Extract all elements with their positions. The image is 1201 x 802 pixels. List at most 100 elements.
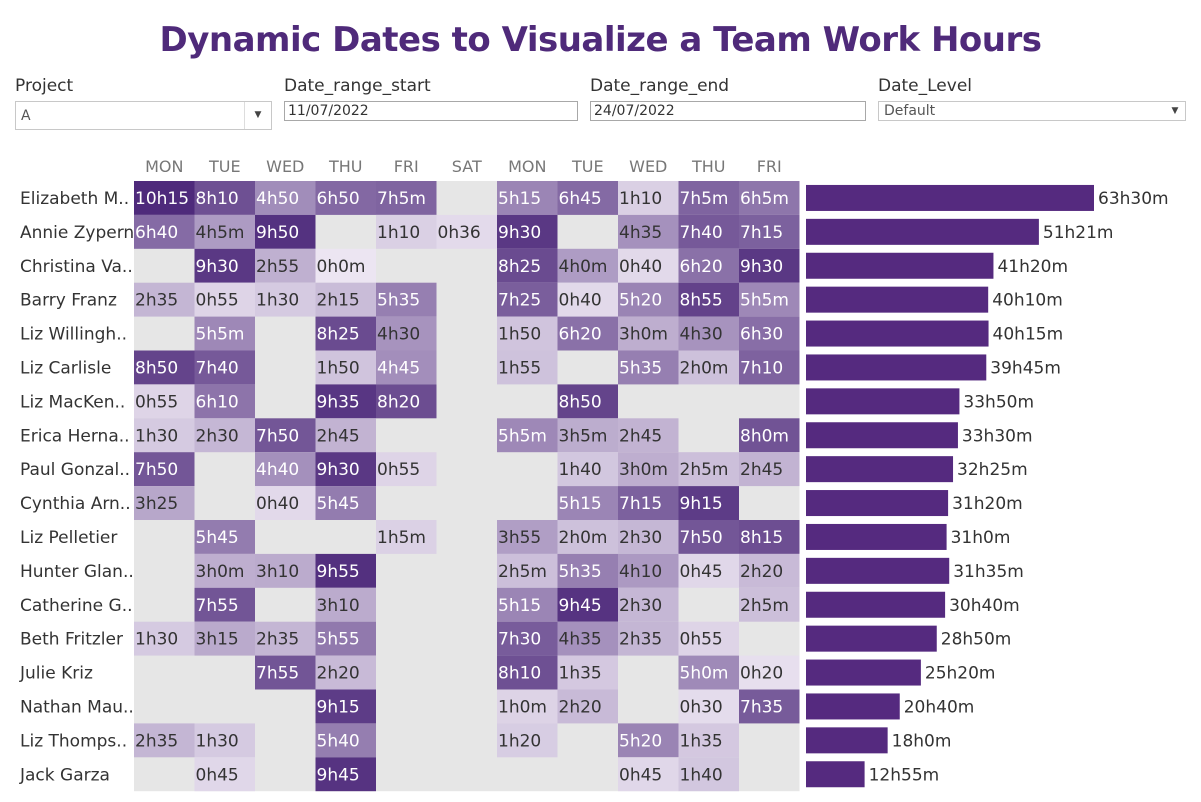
project-dropdown[interactable]: A ▼: [15, 101, 272, 130]
cell-value-label: 9h30: [196, 257, 239, 277]
cell-value-label: 8h10: [498, 664, 541, 684]
heatmap-cell: [194, 520, 255, 554]
heatmap-cell: [678, 621, 739, 656]
heatmap-cell: [255, 486, 316, 520]
date-level-dropdown[interactable]: Default ▼: [878, 101, 1186, 121]
heatmap-cell: [194, 621, 255, 656]
cell-value-label: 7h35: [740, 697, 783, 717]
date-level-label: Date_Level: [878, 76, 973, 96]
heatmap-cell: [739, 350, 800, 385]
date-level-filter: Date_Level Default ▼: [878, 76, 1186, 121]
cell-value-label: 7h25: [498, 291, 541, 311]
cell-value-label: 1h0m: [498, 697, 547, 717]
heatmap-cell: [315, 486, 376, 520]
heatmap-cell: [739, 181, 800, 215]
heatmap-cell: [557, 553, 618, 588]
cell-value-label: 7h55: [256, 664, 299, 684]
cell-value-label: 0h45: [196, 765, 239, 785]
cell-value-label: 9h30: [498, 223, 541, 243]
total-hours-bar: [806, 761, 865, 788]
cell-value-label: 1h5m: [377, 528, 426, 548]
row-label: Julie Kriz: [19, 664, 93, 684]
total-hours-bar: [806, 320, 989, 347]
cell-value-label: 8h25: [317, 325, 360, 345]
heatmap-cell: [497, 689, 558, 724]
cell-value-label: 4h5m: [196, 223, 245, 243]
cell-value-label: 6h10: [196, 392, 239, 412]
heatmap-cell: [618, 587, 679, 622]
heatmap-cell: [315, 384, 376, 419]
cell-value-label: 0h20: [740, 664, 783, 684]
heatmap-cell: [315, 452, 376, 487]
cell-value-label: 8h10: [196, 189, 239, 209]
cell-value-label: 1h30: [135, 426, 178, 446]
cell-value-label: 2h45: [740, 460, 783, 480]
cell-value-label: 8h50: [559, 392, 602, 412]
heatmap-cell: [739, 520, 800, 554]
total-hours-label: 51h21m: [1043, 223, 1114, 243]
heatmap-cell: [739, 214, 800, 249]
heatmap-cell: [376, 384, 437, 419]
cell-value-label: 4h45: [377, 358, 420, 378]
heatmap-cell: [497, 621, 558, 656]
cell-value-label: 1h50: [317, 358, 360, 378]
heatmap-cell: [678, 689, 739, 724]
row-label: Liz Carlisle: [20, 358, 111, 378]
heatmap-cell: [255, 418, 316, 453]
total-hours-label: 33h50m: [963, 392, 1034, 412]
heatmap-cell: [678, 655, 739, 690]
cell-value-label: 2h20: [317, 664, 360, 684]
cell-value-label: 5h45: [317, 494, 360, 514]
cell-value-label: 2h55: [256, 257, 299, 277]
cell-value-label: 0h30: [680, 697, 723, 717]
column-header: WED: [266, 157, 304, 176]
heatmap-cell: [315, 282, 376, 317]
cell-value-label: 1h30: [135, 630, 178, 650]
row-label: Jack Garza: [19, 765, 110, 785]
heatmap-cell: [315, 757, 376, 792]
heatmap-cell: [739, 282, 800, 317]
heatmap-cell: [134, 621, 195, 656]
cell-value-label: 2h45: [619, 426, 662, 446]
cell-value-label: 4h0m: [559, 257, 608, 277]
cell-value-label: 7h40: [680, 223, 723, 243]
heatmap-cell: [618, 621, 679, 656]
cell-value-label: 2h20: [559, 697, 602, 717]
heatmap-cell: [194, 316, 255, 351]
heatmap-cell: [194, 248, 255, 283]
cell-value-label: 8h15: [740, 528, 783, 548]
cell-value-label: 1h55: [498, 358, 541, 378]
cell-value-label: 4h30: [377, 325, 420, 345]
total-hours-bar: [806, 184, 1094, 211]
date-range-start-input[interactable]: 11/07/2022: [284, 101, 578, 121]
heatmap-cell: [557, 181, 618, 215]
cell-value-label: 4h30: [680, 325, 723, 345]
heatmap-cell: [678, 486, 739, 520]
heatmap-cell: [497, 282, 558, 317]
chevron-down-icon[interactable]: ▼: [1171, 106, 1179, 116]
heatmap-cell: [557, 655, 618, 690]
heatmap-cell: [376, 214, 437, 249]
cell-value-label: 5h20: [619, 291, 662, 311]
total-hours-bar: [806, 659, 921, 686]
project-filter-label: Project: [15, 76, 74, 96]
chevron-down-icon[interactable]: ▼: [244, 102, 271, 129]
cell-value-label: 5h35: [559, 562, 602, 582]
cell-value-label: 9h55: [317, 562, 360, 582]
date-range-end-input[interactable]: 24/07/2022: [590, 101, 866, 121]
heatmap-cell: [134, 214, 195, 249]
cell-value-label: 9h15: [680, 494, 723, 514]
cell-value-label: 3h25: [135, 494, 178, 514]
heatmap-cell: [315, 181, 376, 215]
cell-value-label: 2h45: [317, 426, 360, 446]
heatmap-cell: [739, 248, 800, 283]
cell-value-label: 6h20: [680, 257, 723, 277]
cell-value-label: 8h50: [135, 358, 178, 378]
heatmap-cell: [618, 418, 679, 453]
heatmap-cell: [557, 486, 618, 520]
cell-value-label: 5h15: [498, 189, 541, 209]
heatmap-cell: [557, 621, 618, 656]
heatmap-cell: [497, 723, 558, 758]
heatmap-cell: [255, 181, 316, 215]
